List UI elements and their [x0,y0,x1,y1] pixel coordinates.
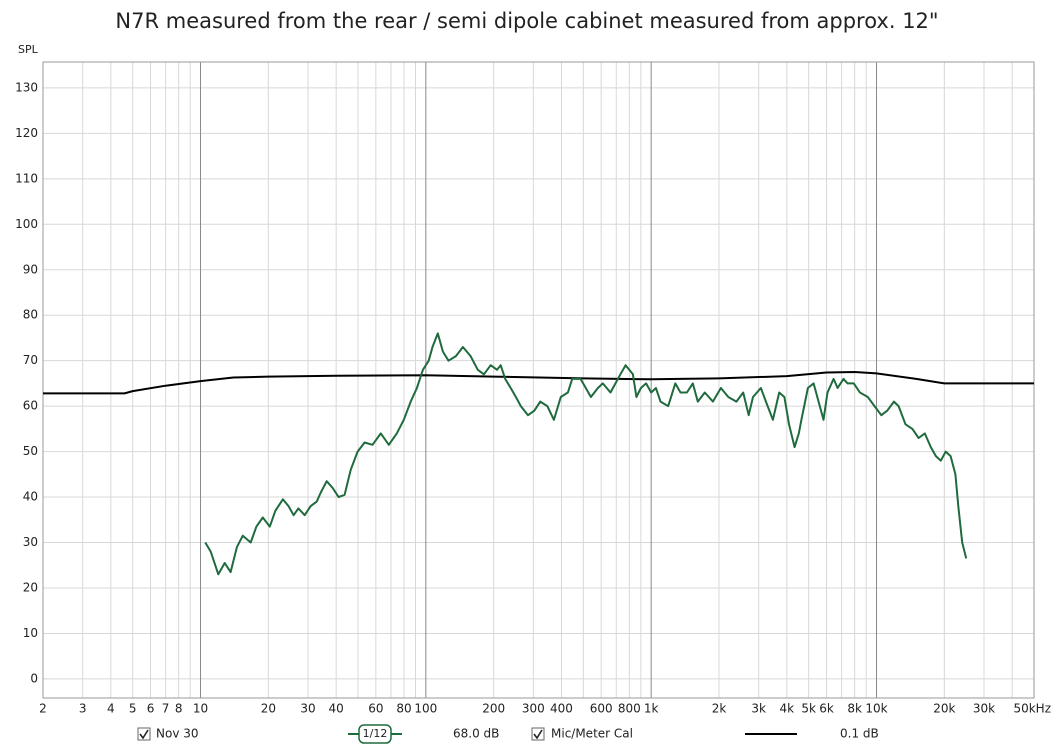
x-tick-label: 10k [865,702,887,716]
x-tick-label: 3k [751,702,766,716]
y-axis-label: SPL [18,43,39,56]
series-line [43,371,1034,395]
y-tick-label: 10 [23,626,38,640]
x-tick-label: 80 [396,702,411,716]
y-tick-label: 60 [23,399,38,413]
y-tick-label: 80 [23,308,38,322]
x-tick-label: 1k [644,702,659,716]
legend-label: Nov 30 [156,727,199,741]
x-tick-label: 20k [933,702,955,716]
smoothing-box [358,724,392,744]
x-tick-label: 3 [79,702,87,716]
x-tick-label: 8k [847,702,862,716]
x-tick-label: 5k [801,702,816,716]
x-tick-label: 400 [550,702,573,716]
x-tick-label: 50kHz [1013,702,1051,716]
x-tick-label: 2k [712,702,727,716]
x-tick-label: 6 [147,702,155,716]
x-tick-label: 7 [162,702,170,716]
x-tick-label: 100 [414,702,437,716]
y-tick-label: 120 [15,126,38,140]
y-tick-label: 50 [23,444,38,458]
y-tick-label: 40 [23,490,38,504]
x-tick-label: 40 [329,702,344,716]
x-tick-label: 30 [300,702,315,716]
y-tick-label: 110 [15,171,38,185]
y-tick-label: 130 [15,80,38,94]
legend-checkbox [137,727,151,741]
x-tick-label: 6k [819,702,834,716]
x-tick-label: 4 [107,702,115,716]
smoothing-label: 1/12 [363,727,388,740]
y-tick-label: 100 [15,217,38,231]
y-tick-label: 0 [30,671,38,685]
x-tick-label: 30k [973,702,995,716]
legend-checkbox-tick [533,729,543,740]
legend-label: Mic/Meter Cal [551,727,633,741]
x-tick-label: 2 [39,702,47,716]
x-tick-label: 8 [175,702,183,716]
x-tick-label: 200 [482,702,505,716]
y-tick-label: 30 [23,535,38,549]
legend-level: 0.1 dB [840,727,879,741]
plot-area [42,61,1035,699]
x-tick-label: 20 [261,702,276,716]
legend-level: 68.0 dB [453,727,499,741]
chart-title: N7R measured from the rear / semi dipole… [115,9,938,33]
y-tick-label: 20 [23,580,38,594]
y-tick-label: 70 [23,353,38,367]
legend-checkbox [531,727,545,741]
x-tick-label: 600 [590,702,613,716]
x-tick-label: 60 [368,702,383,716]
x-tick-label: 800 [618,702,641,716]
x-tick-label: 300 [522,702,545,716]
legend-checkbox-tick [139,729,149,740]
y-tick-label: 90 [23,262,38,276]
x-tick-label: 4k [780,702,795,716]
x-tick-label: 10 [193,702,208,716]
series-line [204,332,968,576]
x-tick-label: 5 [129,702,137,716]
